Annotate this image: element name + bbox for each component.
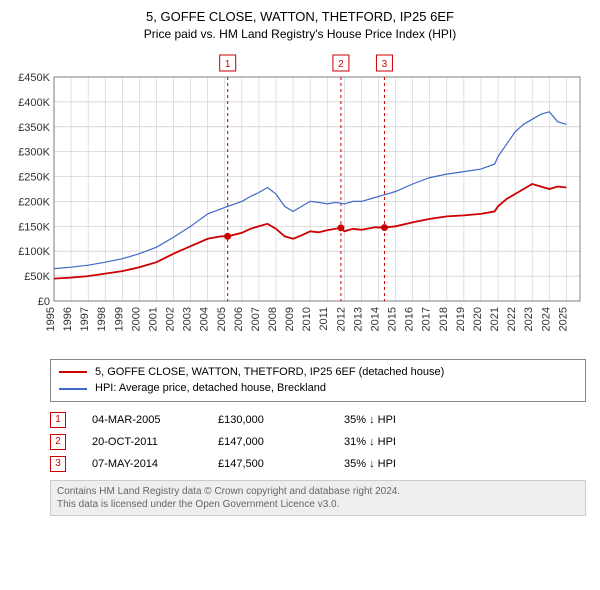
event-row: 1 04-MAR-2005 £130,000 35% ↓ HPI	[50, 412, 586, 428]
svg-text:2017: 2017	[421, 307, 433, 331]
svg-text:1998: 1998	[96, 307, 108, 331]
legend-label: 5, GOFFE CLOSE, WATTON, THETFORD, IP25 6…	[95, 364, 444, 381]
svg-text:2012: 2012	[335, 307, 347, 331]
svg-text:2011: 2011	[318, 307, 330, 331]
event-number-box: 1	[50, 412, 66, 428]
title-block: 5, GOFFE CLOSE, WATTON, THETFORD, IP25 6…	[10, 8, 590, 43]
event-number-box: 2	[50, 434, 66, 450]
svg-text:2004: 2004	[199, 307, 211, 331]
footer-line1: Contains HM Land Registry data © Crown c…	[57, 485, 579, 498]
svg-text:2022: 2022	[506, 307, 518, 331]
svg-text:£450K: £450K	[18, 72, 50, 84]
svg-text:2014: 2014	[369, 307, 381, 331]
svg-text:1997: 1997	[79, 307, 91, 331]
svg-text:2007: 2007	[250, 307, 262, 331]
svg-text:2005: 2005	[216, 307, 228, 331]
legend-item: HPI: Average price, detached house, Brec…	[59, 380, 577, 397]
svg-text:2013: 2013	[352, 307, 364, 331]
svg-text:1: 1	[225, 59, 231, 70]
event-row: 2 20-OCT-2011 £147,000 31% ↓ HPI	[50, 434, 586, 450]
svg-text:2019: 2019	[455, 307, 467, 331]
event-price: £147,000	[218, 436, 318, 448]
svg-text:2016: 2016	[404, 307, 416, 331]
svg-text:2021: 2021	[489, 307, 501, 331]
event-row: 3 07-MAY-2014 £147,500 35% ↓ HPI	[50, 456, 586, 472]
svg-text:2001: 2001	[147, 307, 159, 331]
svg-text:2024: 2024	[540, 307, 552, 331]
svg-text:£50K: £50K	[24, 271, 50, 283]
svg-text:2025: 2025	[557, 307, 569, 331]
svg-text:2015: 2015	[387, 307, 399, 331]
svg-text:1996: 1996	[62, 307, 74, 331]
legend-label: HPI: Average price, detached house, Brec…	[95, 380, 326, 397]
event-date: 20-OCT-2011	[92, 436, 192, 448]
svg-text:2003: 2003	[182, 307, 194, 331]
title-line1: 5, GOFFE CLOSE, WATTON, THETFORD, IP25 6…	[10, 8, 590, 26]
svg-text:£100K: £100K	[18, 246, 50, 258]
legend-swatch	[59, 388, 87, 390]
title-line2: Price paid vs. HM Land Registry's House …	[10, 26, 590, 43]
chart-area: £0 £50K £100K £150K £200K £250K £300K £350K £400…	[10, 49, 590, 349]
event-price: £147,500	[218, 458, 318, 470]
events-table: 1 04-MAR-2005 £130,000 35% ↓ HPI 2 20-OCT-201…	[50, 412, 586, 472]
event-delta: 35% ↓ HPI	[344, 458, 444, 470]
svg-text:2008: 2008	[267, 307, 279, 331]
svg-text:£400K: £400K	[18, 97, 50, 109]
svg-text:1999: 1999	[113, 307, 125, 331]
event-number-box: 3	[50, 456, 66, 472]
svg-text:£250K: £250K	[18, 172, 50, 184]
svg-text:2: 2	[338, 59, 344, 70]
chart-svg: £0 £50K £100K £150K £200K £250K £300K £350K £400…	[10, 49, 590, 349]
event-delta: 35% ↓ HPI	[344, 414, 444, 426]
event-price: £130,000	[218, 414, 318, 426]
footer: Contains HM Land Registry data © Crown c…	[50, 480, 586, 516]
svg-text:£200K: £200K	[18, 196, 50, 208]
svg-text:2000: 2000	[130, 307, 142, 331]
event-delta: 31% ↓ HPI	[344, 436, 444, 448]
svg-text:£300K: £300K	[18, 147, 50, 159]
svg-text:£0: £0	[38, 296, 50, 308]
svg-text:3: 3	[382, 59, 388, 70]
legend-item: 5, GOFFE CLOSE, WATTON, THETFORD, IP25 6…	[59, 364, 577, 381]
event-date: 04-MAR-2005	[92, 414, 192, 426]
svg-text:2009: 2009	[284, 307, 296, 331]
legend: 5, GOFFE CLOSE, WATTON, THETFORD, IP25 6…	[50, 359, 586, 402]
svg-text:2023: 2023	[523, 307, 535, 331]
svg-text:2010: 2010	[301, 307, 313, 331]
svg-text:2002: 2002	[165, 307, 177, 331]
svg-text:2006: 2006	[233, 307, 245, 331]
svg-text:2020: 2020	[472, 307, 484, 331]
footer-line2: This data is licensed under the Open Gov…	[57, 498, 579, 511]
event-date: 07-MAY-2014	[92, 458, 192, 470]
svg-text:£350K: £350K	[18, 122, 50, 134]
svg-text:£150K: £150K	[18, 221, 50, 233]
legend-swatch	[59, 371, 87, 373]
svg-text:1995: 1995	[45, 307, 57, 331]
chart-container: 5, GOFFE CLOSE, WATTON, THETFORD, IP25 6…	[0, 0, 600, 526]
svg-text:2018: 2018	[438, 307, 450, 331]
